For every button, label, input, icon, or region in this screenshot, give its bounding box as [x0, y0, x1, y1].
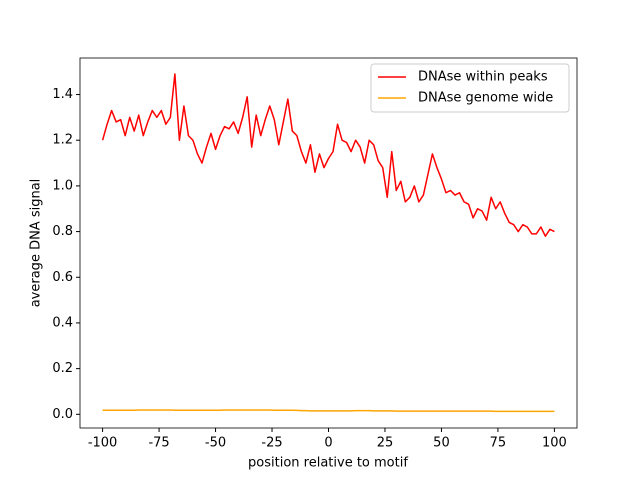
- legend-label: DNAse genome wide: [418, 91, 553, 106]
- x-tick-label: 100: [542, 436, 567, 451]
- x-tick-label: -50: [205, 436, 226, 451]
- data-line: [102, 409, 555, 413]
- y-axis-label: average DNA signal: [29, 179, 44, 308]
- x-axis-label: position relative to motif: [248, 456, 408, 471]
- legend-label: DNAse within peaks: [418, 70, 548, 85]
- y-tick-label: 0.2: [52, 361, 73, 376]
- x-tick-label: 0: [324, 436, 332, 451]
- y-tick-label: 0.0: [52, 407, 73, 422]
- y-tick-label: 1.4: [52, 87, 73, 102]
- data-line: [101, 73, 555, 237]
- x-tick-label: 50: [433, 436, 450, 451]
- x-tick-label: 25: [377, 436, 394, 451]
- x-tick-label: -25: [261, 436, 282, 451]
- x-tick-label: -100: [88, 436, 118, 451]
- y-tick-label: 1.0: [52, 178, 73, 193]
- y-tick-label: 0.4: [52, 315, 73, 330]
- y-tick-label: 0.8: [52, 224, 73, 239]
- y-tick-label: 1.2: [52, 133, 73, 148]
- axes-frame: [79, 57, 578, 429]
- x-tick-label: 75: [490, 436, 507, 451]
- legend-box: [370, 63, 570, 113]
- y-tick-label: 0.6: [52, 270, 73, 285]
- x-tick-label: -75: [148, 436, 169, 451]
